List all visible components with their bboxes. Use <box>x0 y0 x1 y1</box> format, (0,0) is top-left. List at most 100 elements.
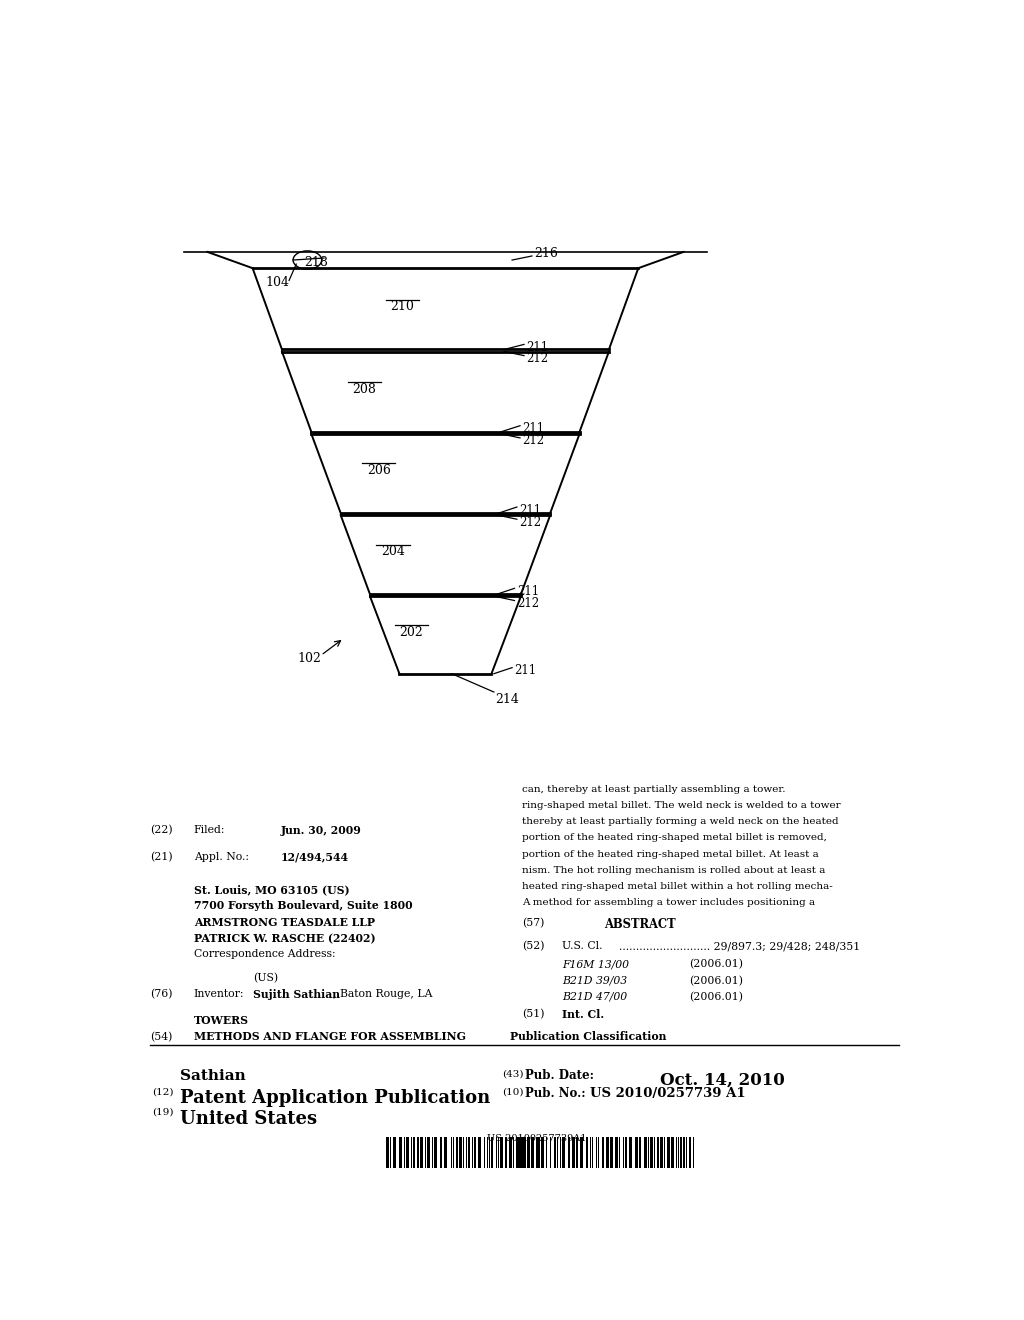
Text: 214: 214 <box>496 693 519 706</box>
Text: US 2010/0257739 A1: US 2010/0257739 A1 <box>590 1088 745 1101</box>
Text: Sujith Sathian: Sujith Sathian <box>253 989 340 999</box>
Text: PATRICK W. RASCHE (22402): PATRICK W. RASCHE (22402) <box>194 933 376 944</box>
Text: portion of the heated ring-shaped metal billet is removed,: portion of the heated ring-shaped metal … <box>522 833 827 842</box>
Text: Sathian: Sathian <box>179 1069 246 1084</box>
Text: 216: 216 <box>535 247 558 260</box>
Bar <box>550 1138 551 1168</box>
Bar <box>524 1138 525 1168</box>
Text: (2006.01): (2006.01) <box>689 975 743 986</box>
Text: 212: 212 <box>522 434 545 447</box>
Text: 210: 210 <box>390 300 415 313</box>
Bar <box>407 1138 409 1168</box>
Bar <box>689 1138 691 1168</box>
Text: (51): (51) <box>522 1008 545 1019</box>
Bar <box>667 1138 671 1168</box>
Text: 211: 211 <box>522 422 545 436</box>
Bar <box>596 1138 597 1168</box>
Bar <box>505 1138 508 1168</box>
Text: ARMSTRONG TEASDALE LLP: ARMSTRONG TEASDALE LLP <box>194 916 375 928</box>
Bar <box>417 1138 419 1168</box>
Bar <box>474 1138 476 1168</box>
Bar <box>451 1138 453 1168</box>
Bar <box>557 1138 558 1168</box>
Text: 7700 Forsyth Boulevard, Suite 1800: 7700 Forsyth Boulevard, Suite 1800 <box>194 900 413 911</box>
Bar <box>420 1138 423 1168</box>
Text: 212: 212 <box>519 516 542 529</box>
Text: Appl. No.:: Appl. No.: <box>194 851 249 862</box>
Text: B21D 39/03: B21D 39/03 <box>562 975 628 986</box>
Bar <box>672 1138 674 1168</box>
Text: Oct. 14, 2010: Oct. 14, 2010 <box>659 1071 784 1088</box>
Bar <box>615 1138 618 1168</box>
Bar <box>398 1138 401 1168</box>
Bar <box>650 1138 653 1168</box>
Bar <box>513 1138 514 1168</box>
Bar <box>520 1138 523 1168</box>
Bar <box>581 1138 584 1168</box>
Text: (10): (10) <box>503 1088 524 1097</box>
Bar <box>434 1138 437 1168</box>
Text: 102: 102 <box>297 652 321 665</box>
Bar <box>609 1138 613 1168</box>
Text: 12/494,544: 12/494,544 <box>281 851 348 862</box>
Bar <box>459 1138 462 1168</box>
Text: (52): (52) <box>522 941 545 952</box>
Text: ring-shaped metal billet. The weld neck is welded to a tower: ring-shaped metal billet. The weld neck … <box>522 801 841 809</box>
Bar <box>577 1138 578 1168</box>
Bar <box>500 1138 503 1168</box>
Bar <box>567 1138 570 1168</box>
Bar <box>526 1138 529 1168</box>
Bar <box>607 1138 609 1168</box>
Text: Pub. No.:: Pub. No.: <box>524 1088 586 1101</box>
Text: St. Louis, MO 63105 (US): St. Louis, MO 63105 (US) <box>194 884 349 895</box>
Bar <box>457 1138 458 1168</box>
Bar <box>676 1138 678 1168</box>
Bar <box>639 1138 641 1168</box>
Text: 202: 202 <box>399 626 423 639</box>
Text: (43): (43) <box>503 1069 524 1078</box>
Text: 212: 212 <box>526 352 549 366</box>
Text: A method for assembling a tower includes positioning a: A method for assembling a tower includes… <box>522 899 815 907</box>
Text: thereby at least partially forming a weld neck on the heated: thereby at least partially forming a wel… <box>522 817 839 826</box>
Text: Pub. Date:: Pub. Date: <box>524 1069 594 1082</box>
Text: (2006.01): (2006.01) <box>689 991 743 1002</box>
Text: , Baton Rouge, LA: , Baton Rouge, LA <box>333 989 432 999</box>
Bar <box>427 1138 430 1168</box>
Text: Jun. 30, 2009: Jun. 30, 2009 <box>281 825 361 836</box>
Bar <box>562 1138 565 1168</box>
Bar <box>635 1138 638 1168</box>
Bar <box>439 1138 441 1168</box>
Bar <box>390 1138 391 1168</box>
Bar <box>626 1138 628 1168</box>
Bar <box>657 1138 659 1168</box>
Text: Publication Classification: Publication Classification <box>510 1031 667 1043</box>
Bar <box>680 1138 682 1168</box>
Bar <box>413 1138 416 1168</box>
Text: 206: 206 <box>367 463 391 477</box>
Bar <box>386 1138 389 1168</box>
Bar <box>644 1138 647 1168</box>
Text: (57): (57) <box>522 917 545 928</box>
Text: ........................... 29/897.3; 29/428; 248/351: ........................... 29/897.3; 29… <box>620 941 860 950</box>
Bar <box>592 1138 594 1168</box>
Bar <box>572 1138 574 1168</box>
Text: heated ring-shaped metal billet within a hot rolling mecha-: heated ring-shaped metal billet within a… <box>522 882 834 891</box>
Bar <box>683 1138 685 1168</box>
Text: (21): (21) <box>151 851 173 862</box>
Text: United States: United States <box>179 1110 316 1127</box>
Text: ABSTRACT: ABSTRACT <box>604 917 676 931</box>
Bar <box>629 1138 633 1168</box>
Text: 208: 208 <box>352 383 377 396</box>
Text: US 20100257739A1: US 20100257739A1 <box>487 1134 587 1143</box>
Text: Inventor:: Inventor: <box>194 989 245 999</box>
Bar <box>509 1138 512 1168</box>
Bar <box>478 1138 481 1168</box>
Text: 204: 204 <box>381 545 406 558</box>
Text: TOWERS: TOWERS <box>194 1015 249 1026</box>
Text: Correspondence Address:: Correspondence Address: <box>194 949 336 960</box>
Bar <box>541 1138 544 1168</box>
Bar <box>554 1138 556 1168</box>
Bar <box>537 1138 540 1168</box>
Text: (19): (19) <box>152 1107 173 1117</box>
Text: 211: 211 <box>514 664 537 677</box>
